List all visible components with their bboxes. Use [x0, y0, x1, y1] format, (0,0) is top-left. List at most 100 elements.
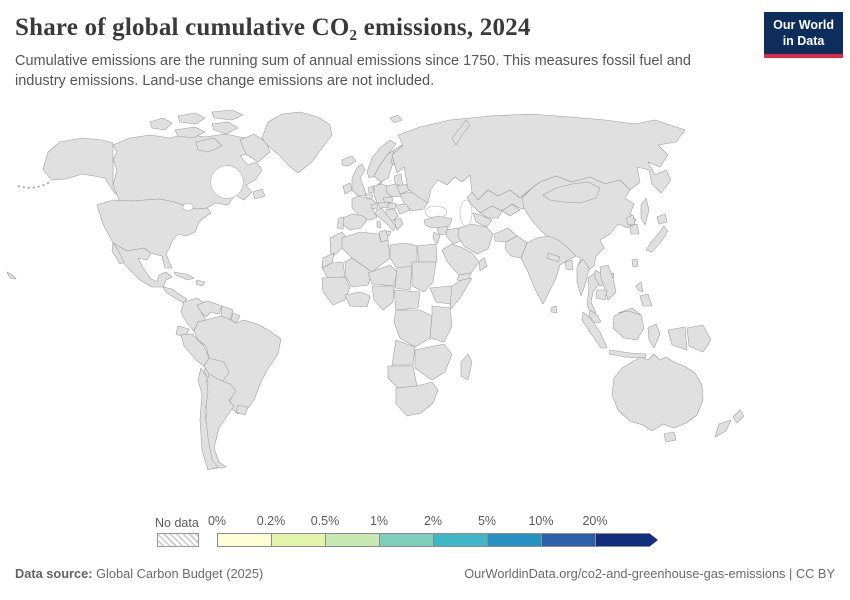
country-mauritania[interactable]	[321, 261, 346, 279]
country-italy[interactable]	[374, 207, 397, 232]
country-nigeria[interactable]	[371, 285, 395, 311]
malaysia-peninsula[interactable]	[588, 309, 602, 324]
country-portugal[interactable]	[336, 216, 345, 230]
country-north-korea[interactable]	[625, 214, 636, 226]
islands-svalbard[interactable]	[389, 114, 403, 124]
indonesia-sulawesi[interactable]	[647, 323, 661, 349]
country-netherlands[interactable]	[367, 185, 375, 194]
country-japan[interactable]	[645, 225, 669, 253]
region-cameroon-car[interactable]	[393, 289, 421, 311]
canada-baffin-island[interactable]	[239, 133, 271, 163]
country-south-africa[interactable]	[395, 381, 439, 417]
region-namibia-botswana[interactable]	[387, 365, 418, 389]
country-romania[interactable]	[395, 203, 411, 215]
new-zealand-north-island[interactable]	[732, 409, 745, 424]
country-czechia[interactable]	[382, 196, 394, 204]
country-cambodia[interactable]	[595, 289, 608, 301]
region-jordan-israel[interactable]	[432, 231, 441, 245]
country-somalia[interactable]	[449, 277, 473, 311]
legend-bin-20+[interactable]	[595, 533, 649, 547]
country-chile[interactable]	[197, 367, 219, 471]
country-chad[interactable]	[394, 265, 413, 291]
canada-victoria-island[interactable]	[195, 137, 223, 153]
country-united-states[interactable]	[96, 198, 212, 269]
country-russia[interactable]	[391, 113, 686, 204]
owid-logo[interactable]: Our World in Data	[764, 12, 843, 58]
legend-bin-10-20[interactable]	[541, 533, 595, 547]
australia-tasmania[interactable]	[663, 431, 677, 443]
new-zealand-south-island[interactable]	[714, 419, 732, 438]
indonesia-sumatra[interactable]	[581, 311, 608, 349]
legend-bin-5-10[interactable]	[487, 533, 541, 547]
canada-arctic-island[interactable]	[177, 112, 206, 125]
japan-hokkaido[interactable]	[656, 213, 668, 225]
philippines-south[interactable]	[639, 293, 653, 307]
country-mongolia[interactable]	[542, 181, 601, 204]
country-oman[interactable]	[478, 257, 488, 272]
country-iceland[interactable]	[341, 155, 357, 167]
country-australia[interactable]	[611, 353, 704, 432]
region-kyrgyzstan-tajikistan[interactable]	[501, 203, 521, 217]
country-tunisia[interactable]	[378, 229, 389, 243]
legend-bin-0-0.2[interactable]	[217, 533, 271, 547]
legend-no-data-swatch[interactable]	[157, 533, 199, 547]
legend-bin-1-2[interactable]	[379, 533, 433, 547]
country-mexico[interactable]	[112, 242, 173, 288]
country-india[interactable]	[520, 235, 577, 305]
country-hungary[interactable]	[387, 202, 397, 210]
mexico-baja[interactable]	[111, 242, 125, 265]
country-united-states-alaska[interactable]	[42, 137, 123, 195]
country-papua-new-guinea[interactable]	[686, 324, 712, 353]
country-iran[interactable]	[457, 223, 494, 255]
indonesia-papua[interactable]	[667, 326, 688, 351]
country-nepal[interactable]	[546, 252, 561, 263]
country-brazil[interactable]	[193, 315, 282, 415]
country-united-kingdom[interactable]	[351, 163, 367, 197]
country-belgium[interactable]	[364, 193, 374, 200]
country-philippines[interactable]	[635, 281, 644, 293]
canada-newfoundland[interactable]	[252, 188, 266, 200]
indonesia-java[interactable]	[608, 349, 647, 359]
country-venezuela[interactable]	[196, 300, 223, 318]
aleutian-islands[interactable]	[17, 181, 51, 189]
region-west-africa[interactable]	[321, 276, 351, 306]
country-taiwan[interactable]	[631, 258, 639, 268]
island-hispaniola[interactable]	[195, 279, 206, 287]
country-bangladesh[interactable]	[564, 259, 574, 271]
country-turkey[interactable]	[423, 215, 453, 229]
legend-bin-0.2-0.5[interactable]	[271, 533, 325, 547]
country-uzbekistan[interactable]	[479, 205, 503, 219]
country-myanmar[interactable]	[576, 258, 590, 297]
country-greenland[interactable]	[261, 111, 333, 174]
country-sudan[interactable]	[411, 261, 437, 293]
country-uruguay[interactable]	[235, 404, 249, 416]
canada-arctic-island[interactable]	[174, 126, 206, 139]
credit-link[interactable]: OurWorldinData.org/co2-and-greenhouse-ga…	[464, 566, 835, 581]
canada-arctic-island[interactable]	[211, 121, 239, 135]
legend-bin-0.5-1[interactable]	[325, 533, 379, 547]
country-ireland[interactable]	[342, 182, 353, 195]
region-central-america[interactable]	[162, 286, 188, 304]
country-united-states-hawaii[interactable]	[6, 271, 17, 280]
country-madagascar[interactable]	[460, 353, 473, 381]
country-egypt[interactable]	[416, 243, 438, 263]
russia-novaya-zemlya[interactable]	[451, 119, 471, 146]
canada-arctic-island[interactable]	[211, 110, 244, 121]
country-drc[interactable]	[393, 309, 433, 348]
country-spain[interactable]	[341, 213, 368, 231]
country-algeria[interactable]	[341, 231, 391, 273]
country-france[interactable]	[351, 195, 378, 221]
country-sri-lanka[interactable]	[550, 305, 558, 314]
country-cuba[interactable]	[173, 271, 195, 281]
country-vietnam[interactable]	[599, 264, 617, 301]
italy-sardinia[interactable]	[376, 220, 382, 229]
country-turkmenistan[interactable]	[472, 212, 493, 228]
country-mali[interactable]	[344, 257, 373, 288]
country-south-korea[interactable]	[629, 223, 640, 235]
country-norway[interactable]	[366, 139, 397, 179]
region-guinea-coast[interactable]	[344, 291, 371, 308]
region-east-africa[interactable]	[429, 305, 453, 343]
russia-sakhalin[interactable]	[640, 197, 650, 226]
region-zambia-mozambique[interactable]	[414, 343, 453, 381]
country-niger[interactable]	[367, 264, 398, 287]
